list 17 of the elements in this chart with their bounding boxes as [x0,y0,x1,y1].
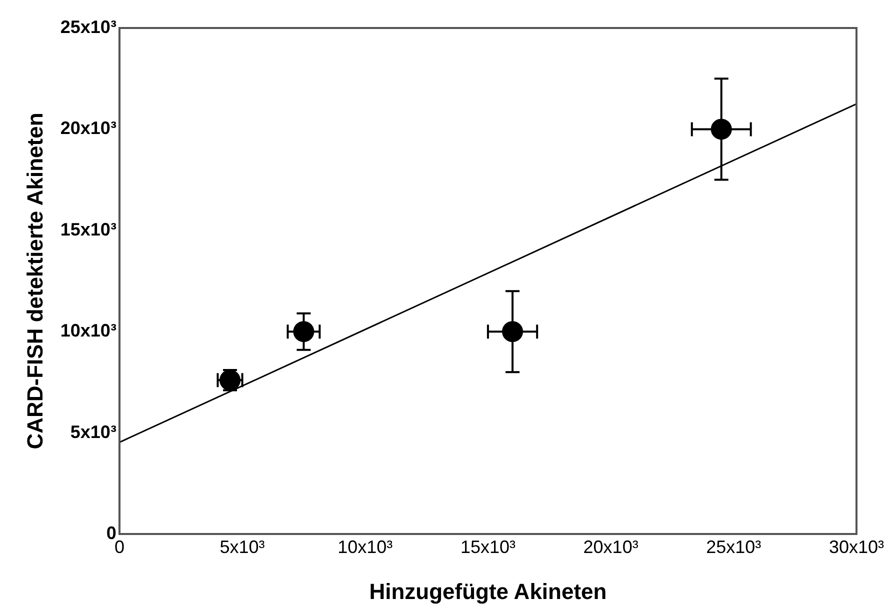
x-tick-label: 25x10³ [706,536,762,557]
y-tick-label: 10x10³ [60,320,116,341]
point [293,321,314,342]
y-tick-label: 0 [106,522,116,543]
x-tick-label: 30x10³ [828,536,884,557]
y-axis-title: CARD-FISH detektierte Akineten [22,112,48,450]
x-tick-label: 20x10³ [583,536,638,557]
y-tick-label: 5x10³ [70,422,116,442]
x-axis-title: Hinzugefügte Akineten [369,578,607,604]
point [502,321,524,342]
point [710,118,732,140]
y-tick-label: 20x10³ [60,118,116,138]
y-tick-label: 15x10³ [60,219,116,240]
x-tick-label: 10x10³ [338,536,393,557]
x-tick-label: 5x10³ [220,536,265,557]
x-tick-label: 15x10³ [460,536,516,557]
y-tick-label: 25x10³ [60,16,116,37]
